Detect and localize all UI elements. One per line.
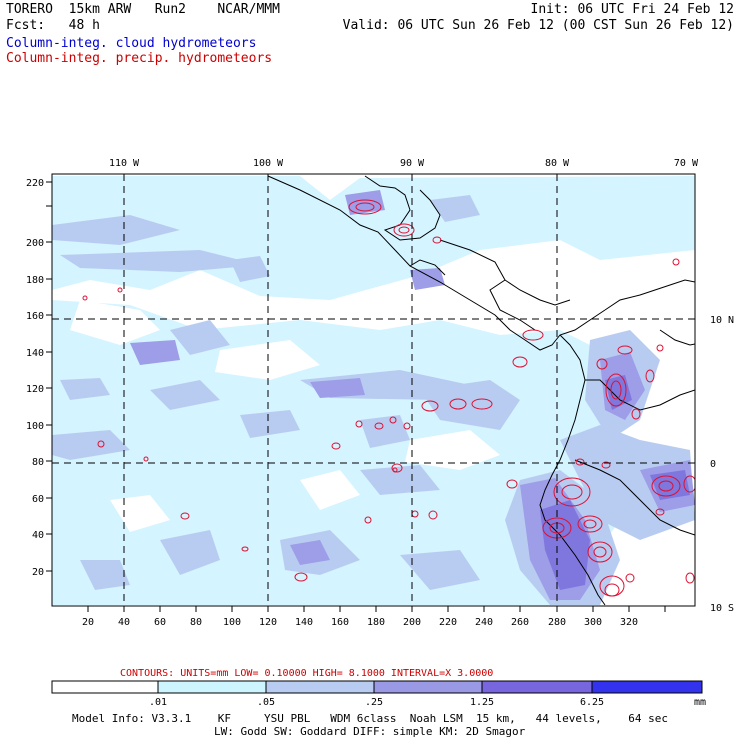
y-tick-label: 200 (26, 238, 44, 249)
lon-label: 90 W (400, 158, 425, 169)
model-info-line: Model Info: V3.3.1 KF YSU PBL WDM 6class… (72, 712, 669, 725)
cloud-field-legend: Column-integ. cloud hydrometeors (6, 36, 257, 51)
colorbar-swatch (591, 680, 703, 694)
y-tick-label: 120 (26, 384, 44, 395)
precip-contours (82, 199, 695, 597)
precip-field-legend: Column-integ. precip. hydrometeors (6, 51, 273, 66)
x-tick-label: 200 (403, 617, 421, 628)
colorbar: .01 .05 .25 1.25 6.25 mm (51, 680, 706, 708)
x-tick-label: 80 (190, 617, 202, 628)
y-axis-tick-labels: 20 40 60 80 100 120 140 160 180 200 220 (26, 178, 44, 578)
colorbar-swatch (51, 680, 159, 694)
x-axis-tick-labels: 20 40 60 80 100 120 140 160 180 200 220 … (82, 617, 638, 628)
latitude-labels: 10 N 0 10 S (710, 315, 734, 614)
lat-label: 10 S (710, 603, 734, 614)
x-tick-label: 40 (118, 617, 130, 628)
lon-label: 70 W (674, 158, 699, 169)
longitude-labels: 110 W 100 W 90 W 80 W 70 W (109, 158, 699, 169)
lon-label: 80 W (545, 158, 570, 169)
y-tick-label: 40 (32, 530, 44, 541)
colorbar-swatch (481, 680, 593, 694)
y-tick-label: 20 (32, 567, 44, 578)
x-tick-label: 320 (620, 617, 638, 628)
y-tick-label: 60 (32, 494, 44, 505)
lat-label: 0 (710, 459, 716, 470)
physics-info-line: LW: Godd SW: Goddard DIFF: simple KM: 2D… (214, 725, 526, 738)
y-tick-label: 100 (26, 421, 44, 432)
colorbar-label: .25 (365, 697, 383, 708)
y-tick-label: 140 (26, 348, 44, 359)
tick-marks (46, 181, 666, 612)
colorbar-swatch (157, 680, 267, 694)
lat-label: 10 N (710, 315, 734, 326)
y-tick-label: 220 (26, 178, 44, 189)
lon-label: 110 W (109, 158, 140, 169)
y-tick-label: 180 (26, 275, 44, 286)
init-time: Init: 06 UTC Fri 24 Feb 12 (530, 2, 735, 17)
colorbar-label: .01 (149, 697, 167, 708)
colorbar-swatch (373, 680, 483, 694)
y-tick-label: 160 (26, 311, 44, 322)
valid-time: Valid: 06 UTC Sun 26 Feb 12 (00 CST Sun … (342, 18, 734, 33)
forecast-hour: Fcst: 48 h (6, 18, 100, 33)
x-tick-label: 100 (223, 617, 241, 628)
colorbar-label: .05 (257, 697, 275, 708)
model-run-title: TORERO 15km ARW Run2 NCAR/MMM (6, 2, 280, 17)
colorbar-label: 1.25 (470, 697, 494, 708)
lon-label: 100 W (253, 158, 284, 169)
colorbar-label: 6.25 (580, 697, 604, 708)
x-tick-label: 220 (439, 617, 457, 628)
colorbar-swatch (265, 680, 375, 694)
x-tick-label: 280 (548, 617, 566, 628)
x-tick-label: 140 (295, 617, 313, 628)
x-tick-label: 260 (511, 617, 529, 628)
contour-info: CONTOURS: UNITS=mm LOW= 0.10000 HIGH= 8.… (120, 668, 493, 679)
x-tick-label: 20 (82, 617, 94, 628)
x-tick-label: 240 (475, 617, 493, 628)
y-tick-label: 80 (32, 457, 44, 468)
coastline-layer (267, 175, 695, 606)
x-tick-label: 120 (259, 617, 277, 628)
x-tick-label: 60 (154, 617, 166, 628)
colorbar-unit: mm (694, 697, 706, 708)
x-tick-label: 160 (331, 617, 349, 628)
cloud-fill-layer (52, 174, 695, 606)
x-tick-label: 180 (367, 617, 385, 628)
plot-frame (51, 173, 696, 607)
x-tick-label: 300 (584, 617, 602, 628)
lat-lon-gridlines (52, 174, 695, 606)
